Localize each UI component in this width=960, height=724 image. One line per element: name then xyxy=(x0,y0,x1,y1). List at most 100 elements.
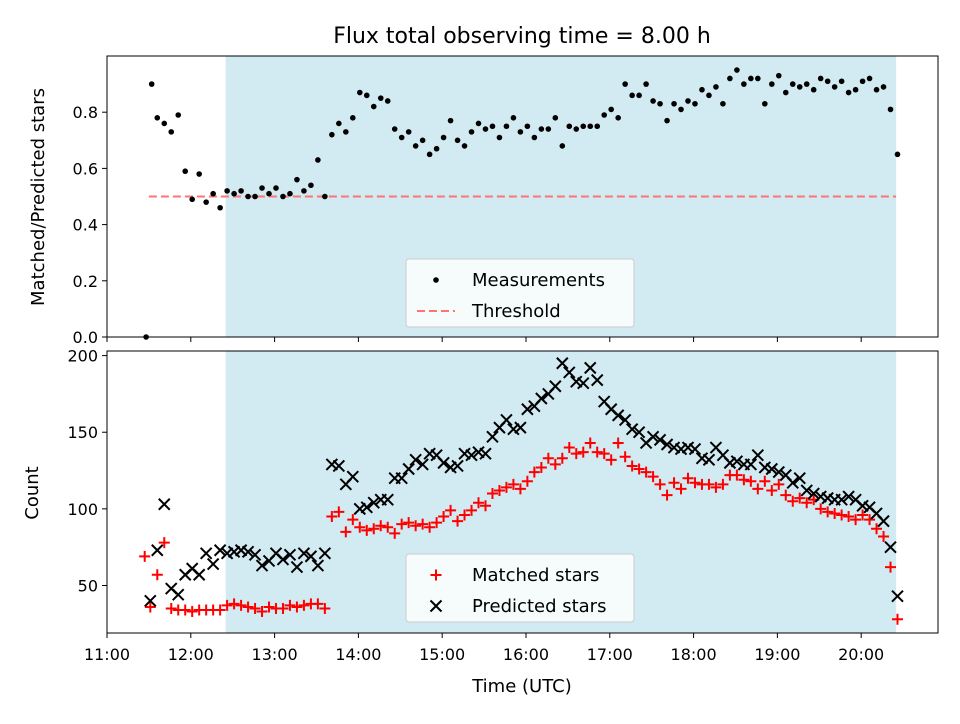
matched-star-marker xyxy=(563,442,575,454)
matched-star-marker xyxy=(843,511,855,523)
x-tick-label: 17:00 xyxy=(587,645,633,664)
measurement-point xyxy=(531,134,538,141)
matched-star-marker xyxy=(459,509,471,521)
legend-label: Measurements xyxy=(472,270,605,291)
predicted-star-marker xyxy=(800,484,813,497)
x-tick-label: 16:00 xyxy=(503,645,549,664)
measurement-point xyxy=(727,75,733,82)
figure-title: Flux total observing time = 8.00 h xyxy=(333,24,711,49)
matched-star-marker xyxy=(794,492,806,504)
matched-star-marker xyxy=(864,514,876,526)
ratio-legend: Measurements Threshold xyxy=(405,258,635,328)
matched-star-marker xyxy=(333,506,345,518)
matched-star-marker xyxy=(340,526,352,538)
predicted-star-marker xyxy=(632,426,646,439)
matched-star-marker xyxy=(591,446,603,458)
measurement-point xyxy=(461,143,468,149)
measurement-point xyxy=(887,106,894,113)
measurement-point xyxy=(866,75,873,82)
ratio-y-axis: 0.0 0.2 0.4 0.6 0.8 xyxy=(73,103,107,347)
measurement-point xyxy=(329,131,335,138)
matched-star-marker xyxy=(682,472,694,484)
matched-star-marker xyxy=(521,475,533,487)
measurement-point xyxy=(336,120,342,127)
y-tick-label: 0.0 xyxy=(73,328,98,347)
matched-star-marker xyxy=(403,517,415,529)
predicted-star-marker xyxy=(304,550,318,563)
measurement-point xyxy=(545,126,552,132)
predicted-star-marker xyxy=(793,471,806,485)
matched-star-marker xyxy=(570,448,582,460)
predicted-star-marker xyxy=(556,357,569,370)
measurement-point xyxy=(496,134,503,141)
measurement-point xyxy=(363,92,370,99)
measurement-point xyxy=(154,115,161,121)
predicted-star-marker xyxy=(563,366,576,379)
matched-star-marker xyxy=(822,506,834,518)
matched-star-marker xyxy=(221,599,233,611)
measurement-point xyxy=(524,123,531,130)
measurement-point xyxy=(273,185,279,191)
x-tick-label: 18:00 xyxy=(671,645,717,664)
matched-star-marker xyxy=(312,598,324,610)
predicted-star-marker xyxy=(409,453,422,467)
predicted-star-marker xyxy=(591,373,604,387)
count-panel-frame xyxy=(106,350,939,634)
count-x-label: Time (UTC) xyxy=(471,676,572,697)
measurement-point xyxy=(748,75,754,82)
predicted-star-marker xyxy=(653,433,667,447)
measurement-point xyxy=(148,81,155,87)
matched-star-marker xyxy=(165,602,177,614)
predicted-star-marker xyxy=(514,421,527,434)
measurement-point xyxy=(762,100,768,107)
matched-star-marker xyxy=(878,530,890,542)
x-tick-label: 11:00 xyxy=(84,645,130,664)
matched-star-marker xyxy=(263,601,275,613)
x-tick-label: 19:00 xyxy=(754,645,800,664)
measurement-point xyxy=(566,123,573,130)
predicted-star-marker xyxy=(276,553,290,566)
predicted-star-marker xyxy=(884,540,897,554)
measurement-point xyxy=(343,129,349,135)
matched-star-marker xyxy=(871,523,883,535)
predicted-star-marker xyxy=(744,458,758,471)
predicted-star-marker xyxy=(535,392,548,405)
matched-star-marker xyxy=(291,601,303,613)
predicted-star-marker xyxy=(842,490,855,503)
measurement-point xyxy=(489,123,496,130)
measurement-point xyxy=(734,67,740,73)
predicted-star-marker xyxy=(416,458,429,471)
matched-star-marker xyxy=(752,483,764,495)
matched-star-marker xyxy=(479,500,491,512)
predicted-star-marker xyxy=(786,476,799,490)
measurement-point xyxy=(608,106,614,113)
measurement-point xyxy=(573,126,580,132)
predicted-star-marker xyxy=(577,376,590,390)
matched-star-marker xyxy=(850,514,862,526)
predicted-star-marker xyxy=(521,403,534,416)
legend-x-marker xyxy=(429,599,443,613)
matched-star-marker xyxy=(780,489,792,501)
matched-star-marker xyxy=(787,495,799,507)
matched-star-marker xyxy=(891,613,903,625)
measurement-point xyxy=(845,89,852,96)
predicted-star-marker xyxy=(206,557,220,571)
measurement-point xyxy=(629,92,635,99)
matched-star-marker xyxy=(466,504,478,516)
measurement-point xyxy=(838,78,845,85)
matched-star-marker xyxy=(675,483,687,495)
matched-star-marker xyxy=(717,478,729,490)
predicted-star-marker xyxy=(702,453,716,467)
predicted-star-marker xyxy=(437,456,450,470)
matched-star-marker xyxy=(556,452,568,464)
matched-star-marker xyxy=(773,478,785,490)
measurement-point xyxy=(852,86,859,93)
matched-star-marker xyxy=(319,602,331,614)
matched-star-marker xyxy=(759,475,771,487)
matched-star-marker xyxy=(654,478,666,490)
measurement-point xyxy=(196,171,202,177)
measurement-point xyxy=(873,86,880,93)
measurement-point xyxy=(370,103,377,110)
measurement-point xyxy=(377,95,384,101)
